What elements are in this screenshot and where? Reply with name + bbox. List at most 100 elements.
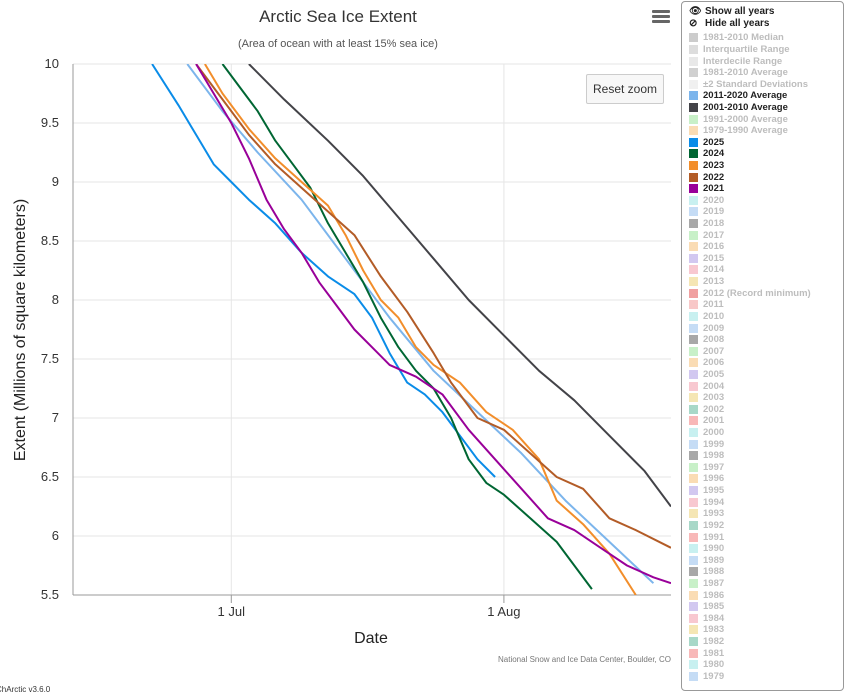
legend-item[interactable]: 1989 (689, 554, 843, 566)
legend-item[interactable]: 2019 (689, 206, 843, 218)
legend-item[interactable]: 2006 (689, 357, 843, 369)
series-line-2025[interactable] (151, 64, 496, 478)
y-tick-label: 7 (52, 410, 59, 425)
extent-chart[interactable]: Arctic Sea Ice Extent (Area of ocean wit… (0, 0, 680, 694)
legend-item[interactable]: 2012 (Record minimum) (689, 287, 843, 299)
legend-item[interactable]: 2014 (689, 264, 843, 276)
legend-swatch (689, 172, 698, 182)
reset-zoom-button[interactable]: Reset zoom (586, 74, 664, 104)
legend-item[interactable]: 2004 (689, 380, 843, 392)
legend-swatch (689, 660, 698, 670)
legend-label: 1992 (703, 519, 725, 531)
legend-item[interactable]: 2020 (689, 195, 843, 207)
legend-label: 2011-2020 Average (703, 90, 788, 102)
legend-item[interactable]: 1980 (689, 659, 843, 671)
legend-item[interactable]: 1986 (689, 589, 843, 601)
legend-item[interactable]: 2008 (689, 334, 843, 346)
legend-item[interactable]: 2016 (689, 241, 843, 253)
legend-item[interactable]: 1988 (689, 566, 843, 578)
legend-label: 1988 (703, 566, 725, 578)
legend-item[interactable]: 2011 (689, 299, 843, 311)
legend-swatch (689, 532, 698, 542)
legend-swatch (689, 486, 698, 496)
legend-swatch (689, 300, 698, 310)
legend-item[interactable]: 2024 (689, 148, 843, 160)
legend-item[interactable]: 2002 (689, 404, 843, 416)
legend-label: 1997 (703, 461, 725, 473)
legend-item[interactable]: Interquartile Range (689, 44, 843, 56)
legend-item[interactable]: 2021 (689, 183, 843, 195)
legend-item[interactable]: 2025 (689, 136, 843, 148)
legend-item[interactable]: 2001 (689, 415, 843, 427)
legend-item[interactable]: 2003 (689, 392, 843, 404)
legend-item[interactable]: 1992 (689, 520, 843, 532)
series-line-2011-2020-average[interactable] (186, 64, 655, 584)
series-line-2023[interactable] (204, 64, 637, 595)
legend-item[interactable]: 1991-2000 Average (689, 113, 843, 125)
legend-item[interactable]: 1981 (689, 647, 843, 659)
legend-swatch (689, 149, 698, 159)
legend-swatch (689, 509, 698, 519)
legend-label: 1986 (703, 589, 725, 601)
legend-item[interactable]: 1999 (689, 438, 843, 450)
legend-item[interactable]: 2001-2010 Average (689, 102, 843, 114)
legend-item[interactable]: 1987 (689, 578, 843, 590)
legend-item[interactable]: 2011-2020 Average (689, 90, 843, 102)
legend-swatch (689, 230, 698, 240)
legend-label: 1980 (703, 659, 725, 671)
legend-item[interactable]: 1983 (689, 624, 843, 636)
legend-swatch (689, 68, 698, 78)
series-line-2022[interactable] (195, 64, 671, 549)
legend-item[interactable]: 1981-2010 Median (689, 32, 843, 44)
legend-item[interactable]: 1981-2010 Average (689, 67, 843, 79)
legend-label: 1993 (703, 508, 725, 520)
legend-swatch (689, 590, 698, 600)
legend-item[interactable]: 2022 (689, 171, 843, 183)
legend-item[interactable]: 1993 (689, 508, 843, 520)
legend-item[interactable]: 1982 (689, 636, 843, 648)
legend-swatch (689, 381, 698, 391)
legend-item[interactable]: 2017 (689, 229, 843, 241)
legend-label: 1996 (703, 473, 725, 485)
chart-menu-button[interactable] (652, 10, 670, 26)
legend-item[interactable]: 2023 (689, 160, 843, 172)
legend-item[interactable]: 1995 (689, 485, 843, 497)
hide-all-years-button[interactable]: ⊘ Hide all years (689, 18, 770, 29)
legend-swatch (689, 277, 698, 287)
legend-item[interactable]: 2005 (689, 369, 843, 381)
legend-label: 2002 (703, 403, 725, 415)
series-line-2021[interactable] (195, 64, 671, 585)
legend-item[interactable]: 2018 (689, 218, 843, 230)
legend-item[interactable]: 2007 (689, 345, 843, 357)
legend-item[interactable]: 1997 (689, 462, 843, 474)
legend-item[interactable]: 2009 (689, 322, 843, 334)
series-line-2024[interactable] (221, 64, 593, 590)
legend-item[interactable]: 1990 (689, 543, 843, 555)
legend-item[interactable]: 2013 (689, 276, 843, 288)
legend-label: 1979 (703, 670, 725, 682)
y-tick-label: 9 (52, 174, 59, 189)
series-line-2001-2010-average[interactable] (248, 64, 671, 508)
show-all-years-button[interactable]: 👁 Show all years (689, 6, 775, 17)
legend-item[interactable]: 1985 (689, 601, 843, 613)
chart-credit[interactable]: National Snow and Ice Data Center, Bould… (498, 655, 671, 664)
legend-label: 2023 (703, 160, 725, 171)
legend-swatch (689, 369, 698, 379)
legend-item[interactable]: 1984 (689, 612, 843, 624)
y-tick-label: 7.5 (41, 351, 59, 366)
legend-item[interactable]: 2015 (689, 253, 843, 265)
y-tick-label: 6.5 (41, 469, 59, 484)
legend-label: 1995 (703, 485, 725, 497)
legend-item[interactable]: 2000 (689, 427, 843, 439)
legend-item[interactable]: 1979 (689, 671, 843, 683)
legend-item[interactable]: ±2 Standard Deviations (689, 78, 843, 90)
legend-item[interactable]: 1994 (689, 496, 843, 508)
legend-item[interactable]: 2010 (689, 311, 843, 323)
legend-item[interactable]: 1979-1990 Average (689, 125, 843, 137)
legend-item[interactable]: 1996 (689, 473, 843, 485)
legend-item[interactable]: 1998 (689, 450, 843, 462)
legend-item[interactable]: 1991 (689, 531, 843, 543)
legend-label: 2005 (703, 368, 725, 380)
legend-item[interactable]: Interdecile Range (689, 55, 843, 67)
legend-swatch (689, 323, 698, 333)
